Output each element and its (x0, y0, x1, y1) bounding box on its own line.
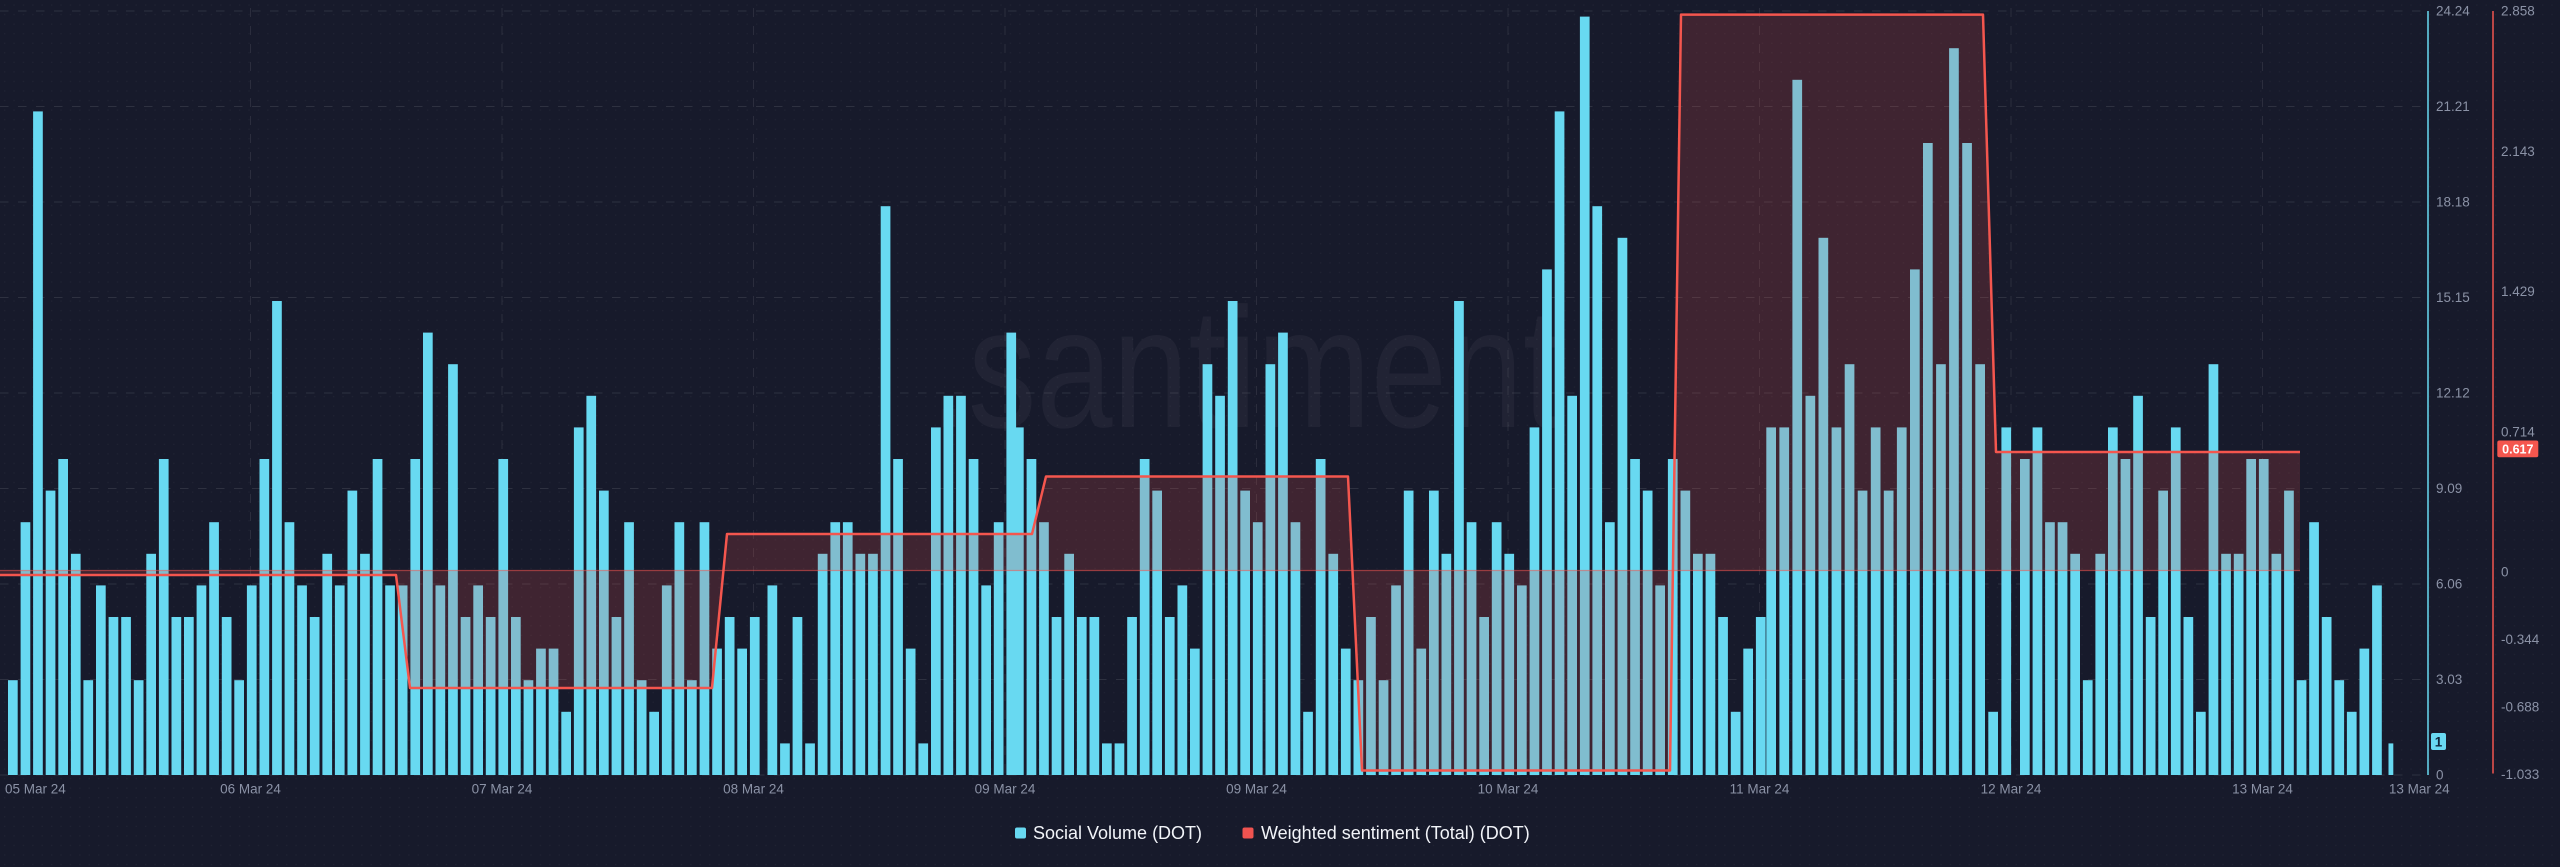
svg-text:06 Mar 24: 06 Mar 24 (220, 782, 281, 797)
svg-text:.santiment: .santiment (930, 273, 1561, 464)
svg-text:11 Mar 24: 11 Mar 24 (1730, 782, 1790, 797)
svg-text:Social Volume (DOT): Social Volume (DOT) (1033, 823, 1202, 843)
svg-text:6.06: 6.06 (2436, 577, 2462, 592)
svg-text:-0.688: -0.688 (2501, 700, 2539, 715)
svg-text:2.858: 2.858 (2501, 4, 2535, 19)
svg-text:-1.033: -1.033 (2501, 767, 2539, 782)
svg-text:21.21: 21.21 (2436, 99, 2470, 114)
svg-text:07 Mar 24: 07 Mar 24 (472, 782, 533, 797)
svg-text:Weighted sentiment (Total) (DO: Weighted sentiment (Total) (DOT) (1261, 823, 1530, 843)
svg-text:0.714: 0.714 (2501, 424, 2535, 439)
svg-text:0: 0 (2501, 565, 2509, 580)
svg-text:24.24: 24.24 (2436, 4, 2470, 19)
svg-text:1: 1 (2435, 735, 2443, 750)
svg-text:08 Mar 24: 08 Mar 24 (723, 782, 784, 797)
svg-text:10 Mar 24: 10 Mar 24 (1478, 782, 1539, 797)
svg-text:0: 0 (2436, 768, 2444, 783)
svg-text:09 Mar 24: 09 Mar 24 (975, 782, 1036, 797)
svg-text:12 Mar 24: 12 Mar 24 (1981, 782, 2042, 797)
svg-text:09 Mar 24: 09 Mar 24 (1226, 782, 1287, 797)
svg-text:1.429: 1.429 (2501, 284, 2535, 299)
svg-text:3.03: 3.03 (2436, 672, 2462, 687)
svg-text:13 Mar 24: 13 Mar 24 (2389, 782, 2450, 797)
svg-text:9.09: 9.09 (2436, 481, 2462, 496)
svg-text:2.143: 2.143 (2501, 144, 2535, 159)
svg-text:13 Mar 24: 13 Mar 24 (2232, 782, 2293, 797)
svg-text:18.18: 18.18 (2436, 195, 2470, 210)
svg-text:0.617: 0.617 (2502, 442, 2533, 456)
svg-text:12.12: 12.12 (2436, 386, 2470, 401)
svg-text:15.15: 15.15 (2436, 290, 2470, 305)
svg-text:-0.344: -0.344 (2501, 632, 2540, 647)
svg-text:05 Mar 24: 05 Mar 24 (5, 782, 66, 797)
